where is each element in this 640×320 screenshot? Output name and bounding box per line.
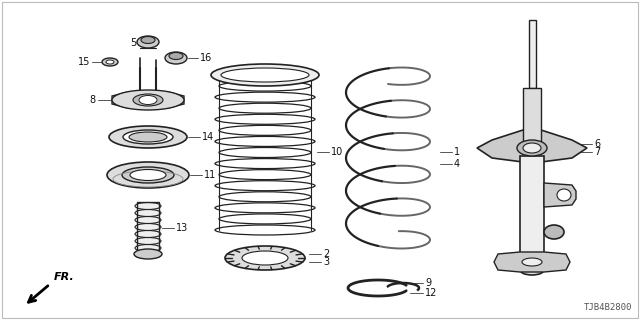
Text: 2: 2 [323,249,329,259]
Ellipse shape [102,58,118,66]
Text: 7: 7 [594,147,600,157]
Text: 10: 10 [331,147,343,157]
Text: 13: 13 [176,223,188,233]
Polygon shape [494,252,570,272]
Ellipse shape [242,251,288,265]
Bar [137,202,159,254]
Ellipse shape [557,189,571,201]
Ellipse shape [215,70,315,80]
Text: 6: 6 [594,139,600,149]
Ellipse shape [123,130,173,144]
Ellipse shape [106,60,114,64]
Text: 15: 15 [77,57,90,67]
Text: 14: 14 [202,132,214,142]
Ellipse shape [139,95,157,105]
Text: 11: 11 [204,170,216,180]
Ellipse shape [130,170,166,180]
Ellipse shape [221,68,309,82]
Ellipse shape [169,52,183,60]
Text: 12: 12 [425,288,437,298]
Ellipse shape [122,167,174,183]
Ellipse shape [141,36,155,44]
Bar [523,88,541,145]
Ellipse shape [165,52,187,64]
Bar [520,156,544,270]
Text: 4: 4 [454,159,460,169]
Ellipse shape [107,162,189,188]
Ellipse shape [112,90,184,110]
Text: 1: 1 [454,147,460,157]
Ellipse shape [134,249,162,259]
Text: 3: 3 [323,257,329,267]
Ellipse shape [129,132,167,142]
Text: FR.: FR. [54,272,75,282]
Polygon shape [544,183,576,207]
Ellipse shape [137,36,159,48]
Ellipse shape [211,64,319,86]
Bar [529,20,536,88]
Polygon shape [112,92,184,108]
Ellipse shape [225,246,305,270]
Ellipse shape [109,126,187,148]
Ellipse shape [522,258,542,266]
Ellipse shape [520,265,544,275]
Ellipse shape [544,225,564,239]
Text: 9: 9 [425,278,431,288]
Text: 16: 16 [200,53,212,63]
Text: 8: 8 [90,95,96,105]
Text: TJB4B2800: TJB4B2800 [584,303,632,312]
Ellipse shape [523,143,541,153]
Polygon shape [477,130,587,162]
Text: 5: 5 [130,38,136,48]
Ellipse shape [517,140,547,156]
Ellipse shape [133,94,163,106]
